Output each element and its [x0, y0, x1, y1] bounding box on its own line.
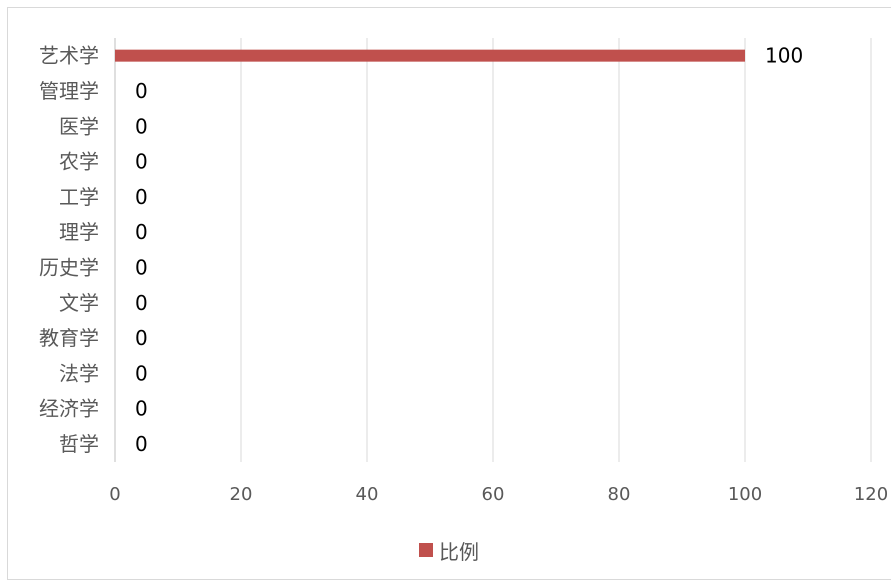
- x-tick-label: 60: [482, 484, 505, 505]
- data-labels: 100 0 0 0 0 0 0 0 0 0 0 0: [135, 44, 803, 456]
- data-label: 0: [135, 397, 148, 421]
- x-tick-label: 100: [728, 484, 762, 505]
- bar: [115, 49, 745, 62]
- data-label: 0: [135, 291, 148, 315]
- data-label: 0: [135, 185, 148, 209]
- category-label: 哲学: [59, 432, 99, 456]
- x-axis-tick-labels: 0 20 40 60 80 100 120: [109, 484, 888, 505]
- category-label: 工学: [59, 185, 99, 209]
- category-label: 管理学: [39, 79, 99, 103]
- x-tick-label: 0: [109, 484, 120, 505]
- chart-frame: [7, 7, 891, 580]
- data-label: 0: [135, 361, 148, 385]
- category-label: 经济学: [39, 397, 99, 421]
- data-label: 0: [135, 114, 148, 138]
- category-label: 理学: [59, 220, 99, 244]
- legend-label: 比例: [439, 539, 479, 564]
- gridlines: [240, 38, 872, 462]
- bars: [115, 49, 745, 62]
- category-label: 艺术学: [39, 44, 99, 68]
- category-label: 法学: [59, 361, 99, 385]
- category-label: 教育学: [39, 326, 99, 350]
- data-label: 0: [135, 326, 148, 350]
- category-label: 医学: [59, 114, 99, 138]
- x-tick-label: 40: [356, 484, 379, 505]
- data-label: 0: [135, 220, 148, 244]
- x-tick-label: 20: [230, 484, 253, 505]
- category-label: 农学: [59, 150, 99, 174]
- category-label: 文学: [59, 291, 99, 315]
- x-tick-label: 120: [854, 484, 888, 505]
- data-label: 0: [135, 255, 148, 279]
- legend: 比例: [419, 535, 479, 565]
- category-label: 历史学: [39, 255, 99, 279]
- x-tick-label: 80: [608, 484, 631, 505]
- data-label: 0: [135, 79, 148, 103]
- data-label: 100: [765, 44, 803, 68]
- data-label: 0: [135, 432, 148, 456]
- legend-swatch: [419, 543, 433, 557]
- data-label: 0: [135, 150, 148, 174]
